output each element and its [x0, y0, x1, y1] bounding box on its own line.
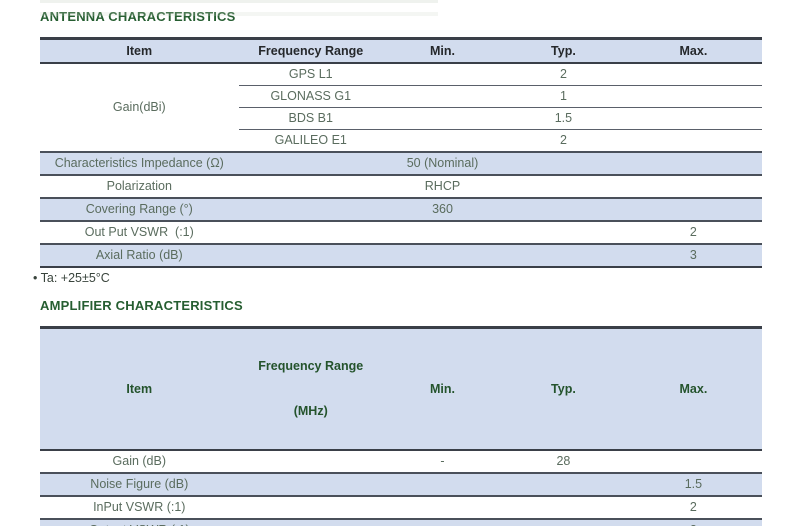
min-cell	[382, 496, 503, 520]
min-cell: -	[382, 450, 503, 474]
item-cell: Axial Ratio (dB)	[40, 244, 239, 268]
typ-cell: 1	[502, 85, 625, 108]
column-header-min: Min.	[382, 327, 503, 451]
column-header-frequency-range-mhz: Frequency Range (MHz)	[238, 327, 383, 451]
max-cell: 3	[624, 244, 762, 268]
min-cell	[382, 107, 503, 130]
item-cell: Covering Range (°)	[40, 198, 239, 222]
item-cell: Polarization	[40, 175, 239, 199]
table-row-noise-figure: Noise Figure (dB) 1.5	[40, 473, 762, 497]
max-cell	[624, 85, 762, 108]
table-row-polarization: Polarization RHCP	[40, 175, 762, 199]
freq-cell	[238, 519, 383, 526]
table-row-covering-range: Covering Range (°) 360	[40, 198, 762, 222]
antenna-characteristics-table: Item Frequency Range Min. Typ. Max. Gain…	[40, 37, 762, 268]
max-cell: 2	[624, 496, 762, 520]
table-row-input-vswr: InPut VSWR (:1) 2	[40, 496, 762, 520]
typ-cell	[502, 519, 625, 526]
min-cell: 360	[382, 198, 503, 222]
item-cell: Gain (dB)	[40, 450, 239, 474]
item-cell: InPut VSWR (:1)	[40, 496, 239, 520]
max-cell: 1.5	[624, 473, 762, 497]
table-row-impedance: Characteristics Impedance (Ω) 50 (Nomina…	[40, 152, 762, 176]
column-header-item: Item	[40, 327, 239, 451]
item-cell: Noise Figure (dB)	[40, 473, 239, 497]
item-cell: Out Put VSWR (:1)	[40, 221, 239, 245]
freq-cell	[238, 473, 383, 497]
column-header-min: Min.	[382, 38, 503, 64]
max-cell	[624, 63, 762, 86]
min-cell	[382, 519, 503, 526]
min-cell: RHCP	[382, 175, 503, 199]
column-header-item: Item	[40, 38, 239, 64]
item-cell: Output VSWR (:1)	[40, 519, 239, 526]
typ-cell	[502, 496, 625, 520]
table-row-gain-gps: Gain(dBi) GPS L1 2	[40, 63, 762, 153]
freq-cell	[238, 175, 383, 199]
min-cell	[382, 244, 503, 268]
table-row-gain: Gain (dB) - 28	[40, 450, 762, 474]
column-header-typ: Typ.	[502, 38, 625, 64]
typ-cell	[502, 244, 625, 268]
antenna-header-row: Item Frequency Range Min. Typ. Max.	[40, 38, 762, 64]
freq-cell	[238, 244, 383, 268]
table-row-gain-galileo: GALILEO E1 2	[40, 129, 762, 153]
min-cell	[382, 63, 503, 86]
antenna-section-title: ANTENNA CHARACTERISTICS	[40, 9, 236, 24]
table-row-output-vswr: Output VSWR (:1) 2	[40, 519, 762, 526]
max-cell: 2	[624, 221, 762, 245]
freq-cell	[238, 152, 383, 176]
max-cell	[624, 450, 762, 474]
max-cell	[624, 129, 762, 153]
amplifier-section-title: AMPLIFIER CHARACTERISTICS	[40, 298, 243, 313]
max-cell	[624, 175, 762, 199]
min-cell	[382, 473, 503, 497]
table-row-output-vswr: Out Put VSWR (:1) 2	[40, 221, 762, 245]
frequency-range-line2: (MHz)	[293, 404, 328, 418]
column-header-max: Max.	[624, 327, 762, 451]
max-cell	[624, 198, 762, 222]
typ-cell	[502, 473, 625, 497]
amplifier-characteristics-table: Item Frequency Range (MHz) Min. Typ. Max…	[40, 326, 762, 526]
typ-cell: 2	[502, 129, 625, 153]
antenna-footnote: • Ta: +25±5°C	[33, 271, 110, 285]
typ-cell	[502, 175, 625, 199]
freq-cell	[238, 450, 383, 474]
min-cell	[382, 129, 503, 153]
table-row-axial-ratio: Axial Ratio (dB) 3	[40, 244, 762, 268]
min-cell	[382, 85, 503, 108]
column-header-typ: Typ.	[502, 327, 625, 451]
freq-cell	[238, 198, 383, 222]
freq-cell	[238, 221, 383, 245]
freq-cell: GLONASS G1	[238, 85, 383, 108]
amplifier-header-row: Item Frequency Range (MHz) Min. Typ. Max…	[40, 327, 762, 451]
max-cell	[624, 152, 762, 176]
table-row-gain-glonass: GLONASS G1 1	[40, 85, 762, 108]
typ-cell: 1.5	[502, 107, 625, 130]
item-cell-gain-dbi: Gain(dBi)	[40, 63, 239, 153]
typ-cell	[502, 152, 625, 176]
freq-cell: GPS L1	[238, 63, 383, 86]
min-cell	[382, 221, 503, 245]
frequency-range-line1: Frequency Range	[258, 359, 364, 373]
cropped-text-artifact	[40, 0, 438, 16]
freq-cell: BDS B1	[238, 107, 383, 130]
freq-cell: GALILEO E1	[238, 129, 383, 153]
column-header-frequency-range: Frequency Range	[238, 38, 383, 64]
typ-cell: 2	[502, 63, 625, 86]
item-cell: Characteristics Impedance (Ω)	[40, 152, 239, 176]
freq-cell	[238, 496, 383, 520]
min-cell: 50 (Nominal)	[382, 152, 503, 176]
typ-cell	[502, 198, 625, 222]
table-row-gain-bds: BDS B1 1.5	[40, 107, 762, 130]
typ-cell	[502, 221, 625, 245]
column-header-max: Max.	[624, 38, 762, 64]
max-cell: 2	[624, 519, 762, 526]
typ-cell: 28	[502, 450, 625, 474]
max-cell	[624, 107, 762, 130]
